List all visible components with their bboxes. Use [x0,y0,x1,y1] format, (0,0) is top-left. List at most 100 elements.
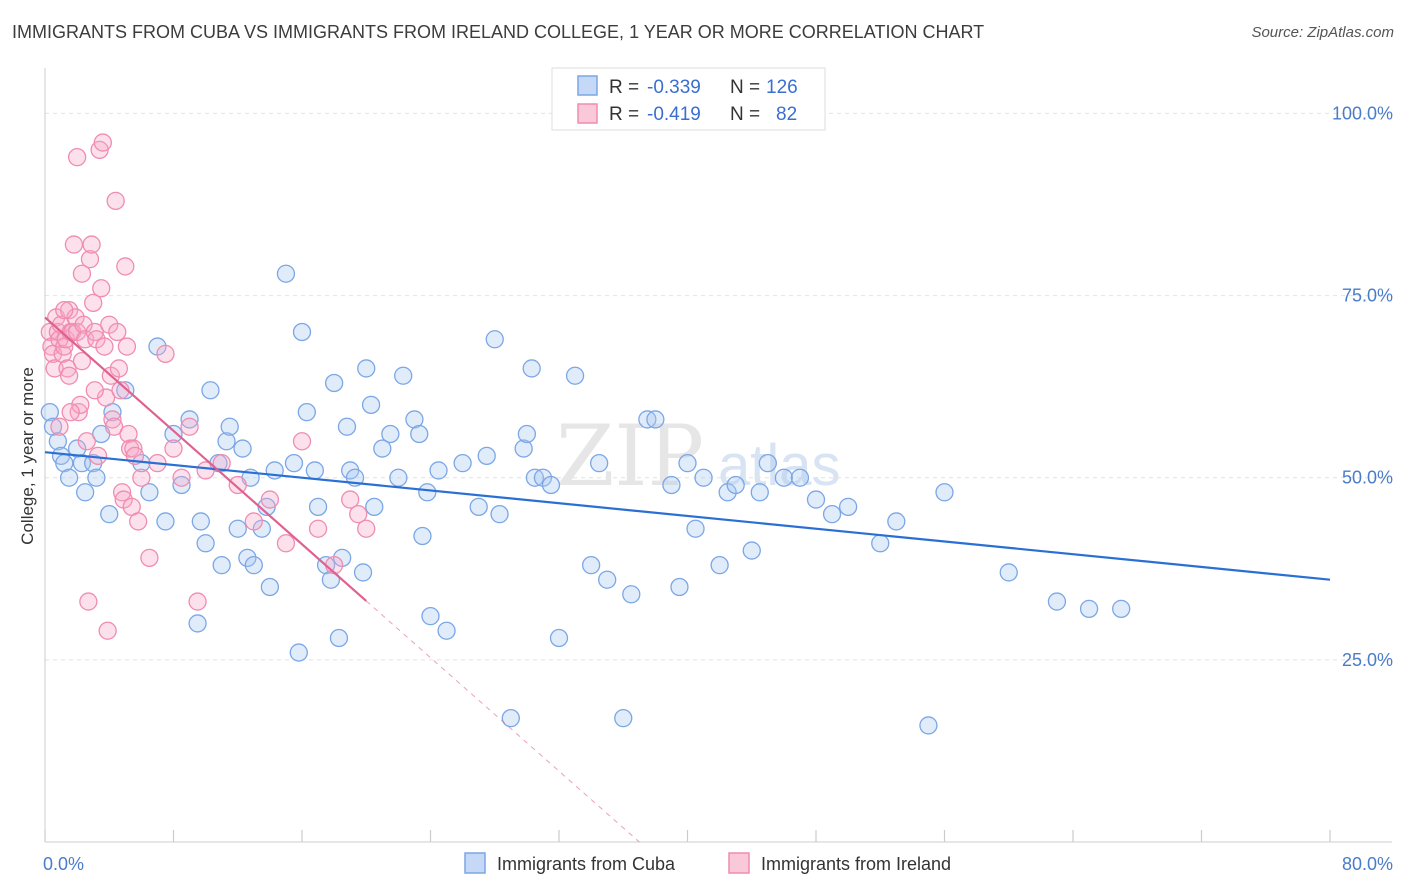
point-ireland [308,519,328,538]
point-ireland [61,402,80,422]
point-cuba [238,548,257,568]
point-ireland [74,315,93,334]
point-ireland [188,592,207,611]
point-cuba [453,453,472,473]
legend-r-value-ireland: -0.419 [647,104,701,125]
legend-n-label-cuba: N = [730,77,760,98]
point-cuba [622,585,641,604]
point-cuba [1047,592,1067,611]
point-cuba [324,373,344,393]
bottom-legend-swatch-cuba [464,852,486,874]
point-cuba [228,519,247,538]
point-ireland [77,432,96,451]
point-cuba [541,475,561,495]
y-tick-label: 75.0% [1342,286,1393,306]
point-cuba [429,461,448,480]
point-cuba [887,512,906,531]
bottom-legend-swatch-ireland [728,852,750,874]
point-ireland [85,322,104,342]
point-cuba [694,468,713,487]
legend-n-value-cuba: 126 [766,77,798,98]
point-cuba [389,468,408,487]
point-cuba [100,504,119,524]
point-ireland [244,512,263,531]
point-cuba [490,504,509,524]
point-ireland [260,490,280,509]
trend-line-cuba [44,451,1331,581]
point-cuba [337,417,357,436]
point-cuba [201,381,220,400]
point-cuba [212,555,231,575]
point-cuba [501,708,520,728]
trend-lines [44,316,1331,843]
point-cuba [517,424,537,444]
bottom-legend-label-cuba: Immigrants from Cuba [497,854,676,874]
y-tick-label: 50.0% [1342,468,1393,488]
chart-title: IMMIGRANTS FROM CUBA VS IMMIGRANTS FROM … [12,22,985,42]
point-cuba [156,512,175,531]
point-ireland [84,293,103,313]
point-ireland [357,519,376,538]
point-cuba [1079,599,1099,619]
point-cuba [477,446,496,466]
point-cuba [87,468,106,487]
point-cuba [244,555,263,575]
point-cuba [116,381,135,400]
point-cuba [260,577,280,597]
legend-n-label-ireland: N = [730,104,760,125]
point-ireland [59,300,79,320]
point-cuba [662,475,681,495]
point-cuba [750,483,769,502]
point-cuba [217,432,236,451]
point-cuba [76,483,95,502]
legend-swatch-cuba [577,75,598,96]
x-tick-label: 80.0% [1342,854,1393,874]
point-cuba [373,439,392,458]
point-ireland [212,453,231,473]
data-points [40,133,1131,735]
point-cuba [353,563,373,582]
legend-n-value-ireland: 82 [776,104,797,125]
legend-r-label-ireland: R = [609,104,639,125]
point-cuba [67,439,87,458]
point-ireland [228,475,247,495]
point-cuba [822,504,842,524]
point-cuba [790,468,810,487]
point-ireland [82,235,101,254]
point-cuba [329,628,349,648]
gridlines [45,112,1390,661]
point-cuba [365,497,384,517]
y-tick-label: 25.0% [1342,650,1393,670]
point-cuba [646,410,665,429]
point-cuba [43,417,63,436]
bottom-legend-label-ireland: Immigrants from Ireland [761,854,951,874]
tick-labels: 25.0% 50.0% 75.0% 100.0% 0.0% 80.0% [43,103,1393,874]
point-cuba [410,424,429,444]
point-ireland [106,191,125,211]
point-ireland [59,366,79,385]
point-cuba [421,606,440,626]
point-cuba [565,366,585,385]
point-ireland [96,388,116,407]
point-cuba [710,555,729,575]
point-cuba [871,534,890,553]
point-cuba [405,410,424,429]
point-cuba [394,366,413,385]
trend-line-ireland [44,316,367,602]
point-ireland [124,439,143,458]
point-cuba [48,432,67,451]
point-cuba [522,359,541,378]
watermark-atlas: atlas [718,433,841,498]
point-cuba [180,410,199,429]
point-cuba [289,643,308,662]
point-cuba [437,621,456,640]
y-axis-title: College, 1 year or more [18,367,37,545]
point-cuba [1112,599,1131,619]
point-ireland [119,424,138,444]
point-cuba [381,424,400,444]
legend-top: R = -0.339 N = 126 R = -0.419 N = 82 [551,67,826,131]
point-cuba [220,417,239,436]
point-cuba [598,570,617,589]
point-cuba [742,541,761,560]
